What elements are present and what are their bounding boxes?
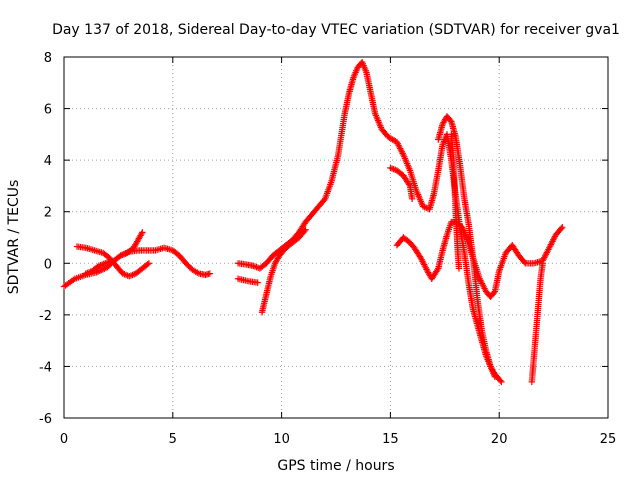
data-point [254,279,261,286]
data-marks [60,58,566,386]
data-point [491,373,499,380]
y-tick-label: -6 [39,412,52,427]
data-point [558,225,565,232]
x-tick-label: 20 [491,432,508,447]
data-point [139,229,146,236]
data-point [206,270,213,277]
data-point [145,260,153,267]
data-point [455,265,463,272]
y-axis-label: SDTVAR / TECUs [6,180,22,295]
y-tick-label: 2 [44,206,52,221]
axis-ticks [63,56,609,419]
data-point [521,258,528,266]
data-point [539,260,546,267]
x-tick-label: 25 [600,432,617,447]
x-tick-label: 15 [382,432,399,447]
plot-frame [63,56,609,419]
grid [64,57,608,418]
chart-title: Day 137 of 2018, Sidereal Day-to-day VTE… [52,22,620,38]
data-point [302,226,309,233]
y-tick-label: 4 [44,154,52,169]
x-tick-label: 10 [273,432,290,447]
y-tick-label: -4 [39,360,52,375]
data-point [408,195,416,203]
y-tick-label: 0 [44,257,52,272]
data-point [108,257,116,264]
data-point [490,289,497,297]
x-tick-label: 5 [169,432,177,447]
data-point [559,223,566,231]
data-point [301,227,308,235]
data-point [434,266,441,274]
data-point [405,181,413,188]
y-tick-label: 6 [44,103,52,118]
tick-labels: 0 5 10 15 20 25 -6 -4 -2 0 2 4 6 8 [39,51,616,447]
x-tick-label: 0 [60,432,68,447]
data-point [497,377,504,384]
data-point [498,378,505,386]
data-point [144,261,151,268]
x-axis-label: GPS time / hours [277,458,394,474]
y-tick-label: -2 [39,309,52,324]
y-tick-label: 8 [44,51,52,66]
